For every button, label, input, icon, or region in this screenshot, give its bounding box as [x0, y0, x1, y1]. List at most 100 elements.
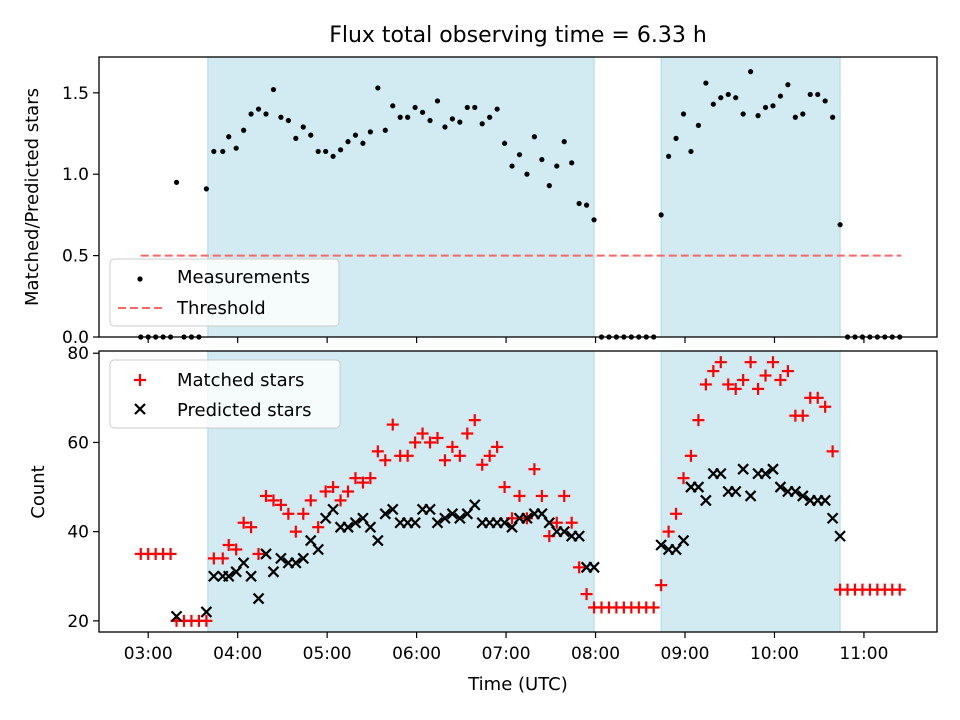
predicted-star-point: [468, 499, 481, 511]
x-axis-label: Time (UTC): [467, 674, 568, 695]
top-axes-ticks: 0.0 0.5 1.0 1.5: [62, 84, 865, 348]
measurement-point: [524, 171, 530, 177]
matched-star-point: [811, 391, 824, 404]
matched-star-point: [453, 449, 466, 462]
measurement-point: [233, 145, 239, 151]
x-tick-label: 05:00: [303, 644, 352, 664]
matched-star-point: [781, 365, 794, 378]
predicted-star-point: [759, 467, 772, 480]
matched-star-point: [580, 588, 593, 601]
top-panel: 0.0 0.5 1.0 1.5 Matched/Predicted stars Mea…: [22, 56, 938, 348]
y-tick-label: 0.0: [62, 328, 89, 348]
matched-star-point: [684, 449, 697, 462]
predicted-star-point: [208, 570, 220, 583]
measurement-point: [367, 129, 373, 135]
matched-star-point: [766, 356, 779, 369]
matched-star-point: [729, 382, 742, 395]
measurement-point: [255, 106, 262, 112]
measurement-point: [703, 80, 709, 86]
matched-star-point: [513, 489, 526, 502]
matched-star-point: [535, 489, 548, 502]
matched-star-point: [528, 463, 541, 476]
measurement-point: [472, 104, 478, 111]
measurement-point: [792, 114, 798, 120]
measurement-point: [397, 114, 403, 120]
measurement-point: [725, 91, 731, 98]
bottom-axes-frame: [98, 350, 938, 633]
measurement-point: [226, 134, 232, 140]
x-tick-label: 09:00: [661, 644, 710, 664]
predicted-star-point: [349, 516, 362, 529]
bottom-panel: 03:00 04:00 05:00 06:00 07:00 08:00 09:00 10:00…: [28, 344, 938, 695]
bottom-y-axis-label: Count: [28, 465, 49, 518]
top-axes-frame: [98, 56, 938, 338]
measurement-point: [807, 91, 813, 98]
predicted-star-point: [819, 494, 831, 507]
predicted-star-point: [834, 530, 846, 542]
matched-star-point: [491, 440, 504, 453]
matched-star-point: [550, 516, 563, 529]
matched-star-point: [424, 436, 437, 449]
measurement-point: [815, 91, 821, 98]
measurement-point: [740, 111, 746, 117]
predicted-star-point: [297, 552, 310, 565]
measurement-point: [285, 117, 291, 124]
measurement-point: [666, 153, 672, 159]
measurement-point: [830, 114, 836, 120]
measurement-point: [308, 132, 314, 138]
legend-label-matched: Matched stars: [177, 370, 304, 391]
count-series: [134, 356, 906, 627]
matched-star-point: [655, 579, 668, 592]
matched-star-point: [461, 427, 474, 440]
measurement-point: [733, 95, 739, 101]
predicted-star-point: [424, 503, 436, 516]
measurement-point: [419, 109, 426, 115]
matched-star-point: [164, 547, 177, 560]
matched-star-point: [230, 543, 243, 556]
measurement-point: [315, 148, 321, 155]
matched-star-point: [386, 418, 399, 431]
matched-star-point: [498, 481, 511, 494]
predicted-star-point: [267, 566, 280, 578]
measurement-point: [688, 148, 694, 155]
matched-star-point: [692, 414, 705, 427]
x-tick-label: 04:00: [213, 644, 262, 664]
measurement-point: [576, 200, 582, 207]
x-tick-label: 07:00: [482, 644, 531, 664]
matched-star-point: [893, 583, 906, 596]
legend-marker-matched: [134, 374, 146, 386]
measurement-point: [673, 135, 679, 141]
matched-star-point: [476, 458, 489, 471]
matched-star-point: [327, 481, 340, 494]
predicted-star-point: [729, 485, 742, 498]
measurement-point: [479, 121, 485, 127]
predicted-star-point: [737, 463, 749, 475]
measurement-point: [800, 111, 806, 117]
measurement-point: [427, 117, 433, 124]
predicted-star-point: [290, 557, 302, 569]
predicted-star-point: [252, 592, 265, 605]
predicted-star-point: [498, 516, 511, 529]
measurement-point: [487, 114, 493, 120]
matched-star-point: [267, 494, 280, 507]
measurement-point: [375, 85, 381, 91]
measurement-point: [822, 98, 828, 104]
measurement-point: [457, 119, 463, 125]
matched-star-point: [647, 601, 660, 614]
measurement-point: [554, 163, 560, 169]
measurement-point: [449, 116, 455, 122]
measurement-point: [561, 139, 567, 145]
matched-star-point: [416, 427, 429, 440]
measurement-point: [748, 69, 754, 75]
matched-star-point: [245, 521, 258, 534]
matched-star-point: [216, 552, 229, 565]
matched-star-point: [342, 485, 355, 498]
predicted-star-point: [774, 481, 787, 493]
predicted-star-point: [446, 508, 459, 520]
matched-star-point: [349, 472, 362, 485]
bottom-legend: Matched stars Predicted stars: [109, 359, 341, 429]
measurement-point: [220, 148, 226, 155]
measurement-point: [531, 134, 538, 140]
predicted-star-point: [573, 530, 585, 542]
matched-star-point: [670, 507, 683, 520]
